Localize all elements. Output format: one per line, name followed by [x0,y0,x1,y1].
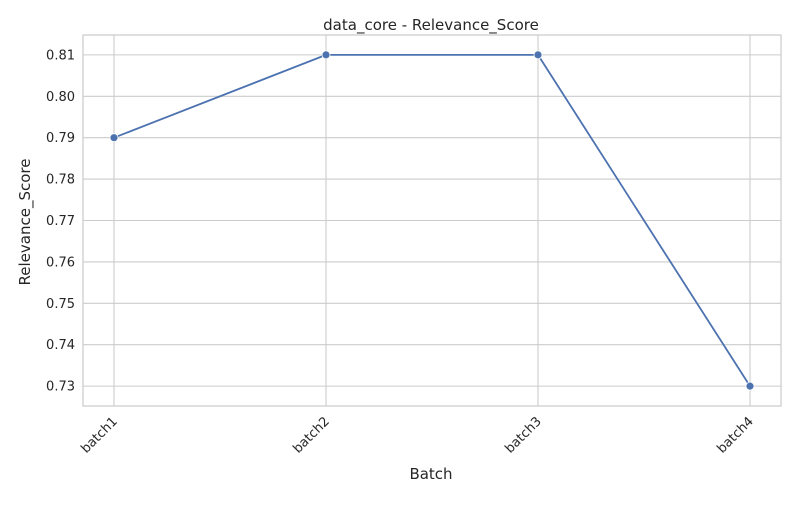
y-axis-label: Relevance_Score [16,159,35,286]
y-tick-label: 0.80 [46,90,75,105]
x-axis-label: Batch [409,465,452,483]
y-tick-label: 0.79 [46,131,75,146]
y-tick-label: 0.76 [46,255,75,270]
data-point [321,50,331,60]
y-tick-label: 0.78 [46,173,75,188]
series-line [113,53,751,387]
y-tick-label: 0.74 [46,338,75,353]
y-tick-label: 0.81 [46,48,75,63]
data-point [109,133,119,143]
plot-area-frame [82,34,782,407]
y-tick-label: 0.73 [46,380,75,395]
data-point [745,381,755,391]
data-point [533,50,543,60]
y-tick-label: 0.75 [46,297,75,312]
series-layer [109,50,755,391]
chart-title: data_core - Relevance_Score [323,16,539,35]
y-tick-label: 0.77 [46,214,75,229]
grid-layer [83,35,781,406]
